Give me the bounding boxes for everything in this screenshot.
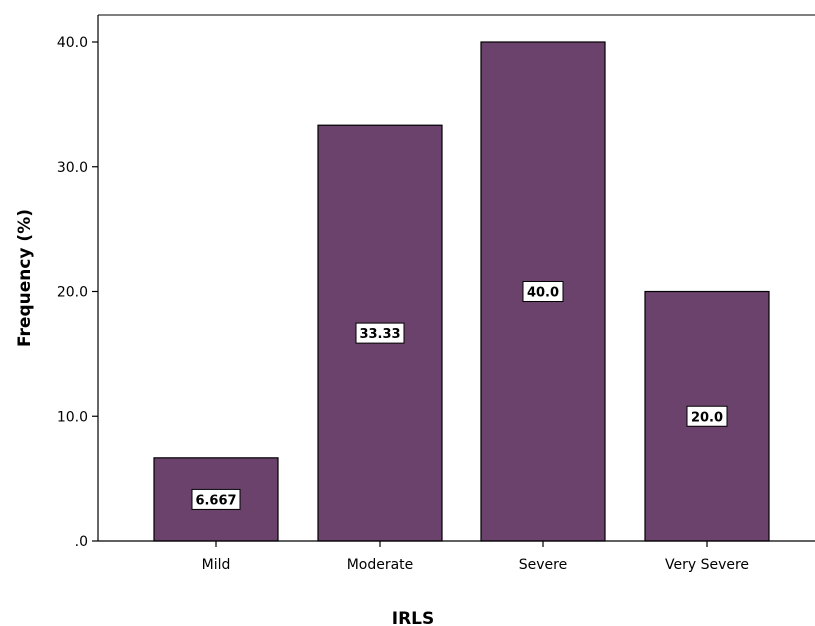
data-label-box	[191, 488, 241, 510]
data-label: 20.0	[691, 410, 723, 425]
data-label-box	[522, 281, 564, 302]
y-tick-label: .0	[75, 534, 88, 550]
data-label: 33.33	[359, 327, 400, 342]
data-label: 40.0	[527, 286, 559, 301]
y-tick-label: 30.0	[57, 160, 88, 176]
x-axis-title: IRLS	[392, 609, 435, 626]
x-tick-label: Mild	[202, 557, 231, 573]
x-axis-ticks: Mild Moderate Severe Very Severe	[202, 541, 749, 573]
y-axis-ticks: .0 10.0 20.0 30.0 40.0	[57, 35, 98, 550]
y-axis-title: Frequency (%)	[15, 209, 35, 347]
data-label-box	[686, 405, 728, 427]
x-tick-label: Severe	[519, 557, 567, 573]
x-tick-label: Moderate	[347, 557, 414, 573]
y-tick-label: 20.0	[57, 285, 88, 301]
bars	[153, 41, 770, 542]
data-label: 6.667	[195, 493, 236, 508]
data-labels: 6.667 33.33 40.0 20.0	[191, 281, 728, 510]
y-tick-label: 40.0	[57, 35, 88, 51]
x-tick-label: Very Severe	[665, 557, 749, 573]
data-label-box	[355, 322, 405, 344]
y-tick-label: 10.0	[57, 409, 88, 425]
